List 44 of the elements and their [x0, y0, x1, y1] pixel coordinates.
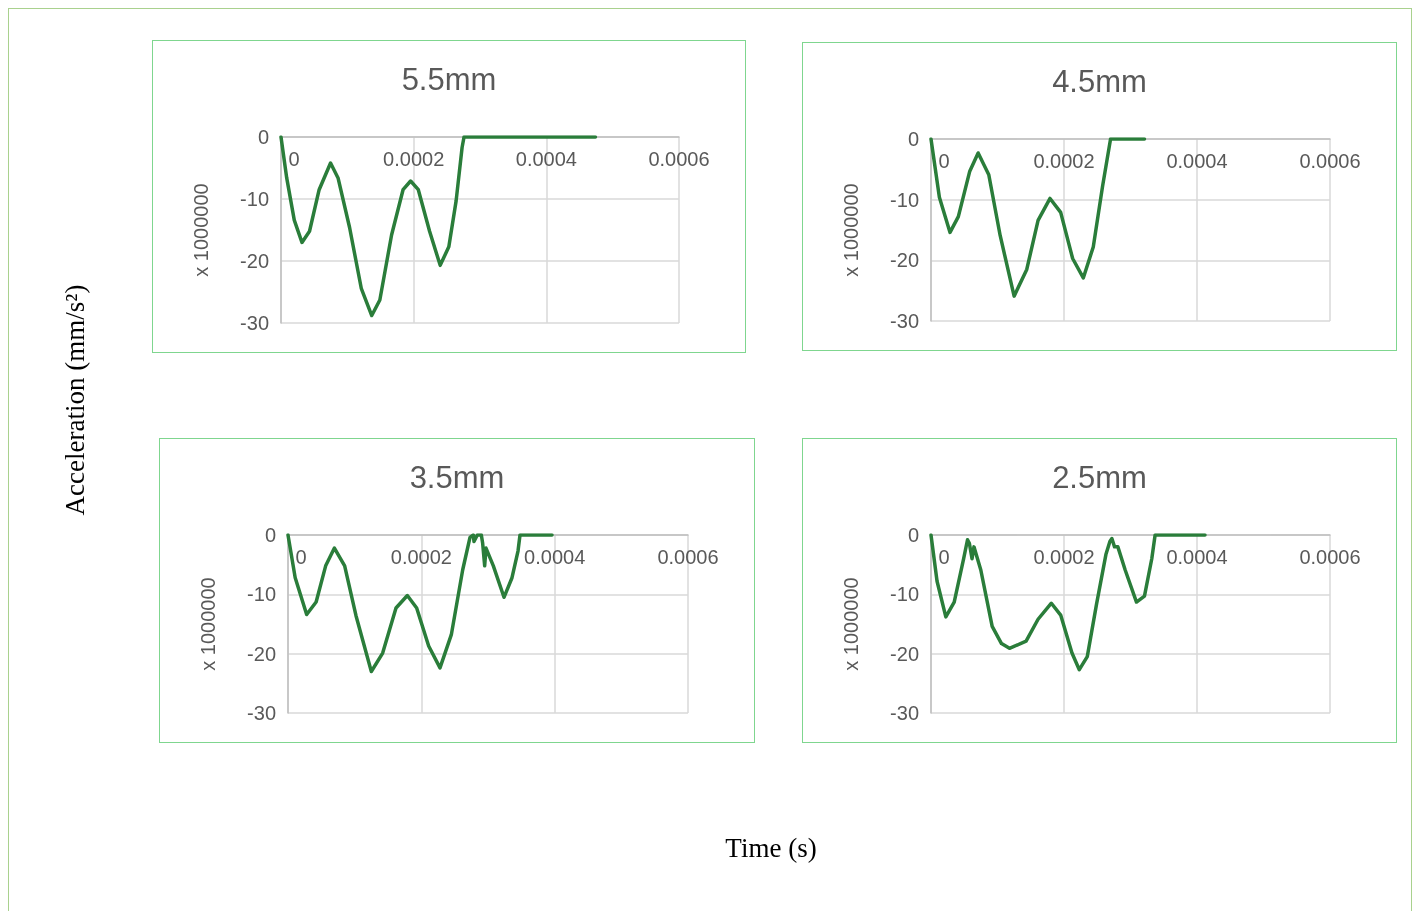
y-axis-title: x 1000000: [190, 183, 212, 277]
y-tick-label: -30: [890, 702, 919, 724]
x-tick-label: 0.0004: [1166, 150, 1228, 172]
x-tick-label: 0.0006: [657, 546, 719, 568]
y-tick-label: 0: [257, 126, 269, 148]
y-tick-label: -30: [240, 312, 269, 334]
line-series: [929, 137, 1147, 298]
y-tick-label: 0: [907, 524, 919, 546]
x-tick-label: 0.0004: [515, 148, 577, 170]
y-tick-label: -10: [240, 188, 269, 210]
y-tick-label: -10: [890, 188, 919, 211]
y-axis-title: x 1000000: [840, 183, 862, 277]
y-tick-label: -20: [890, 642, 919, 665]
chart-title: 3.5mm: [409, 460, 505, 495]
chart-title: 4.5mm: [1052, 64, 1147, 99]
x-tick-label: 0.0002: [1033, 150, 1095, 172]
y-tick-label: -30: [247, 702, 276, 724]
x-tick-label: 0.0004: [1166, 546, 1228, 568]
x-tick-label: 0: [938, 546, 950, 568]
y-axis-title: x 1000000: [197, 577, 219, 671]
text: Acceleration (mm/s²): [59, 284, 91, 516]
chart-title: 2.5mm: [1052, 460, 1147, 495]
x-tick-label: 0: [938, 150, 950, 172]
text: Time (s): [725, 832, 817, 864]
x-tick-label: 0.0002: [383, 148, 445, 170]
y-tick-label: -10: [247, 583, 276, 606]
line-series: [279, 135, 598, 318]
y-tick-label: -20: [240, 250, 269, 272]
x-tick-label: 0.0006: [1299, 546, 1361, 568]
y-tick-label: 0: [907, 128, 919, 150]
y-tick-label: -20: [247, 642, 276, 665]
x-tick-label: 0: [288, 148, 300, 170]
x-tick-label: 0.0006: [1299, 150, 1361, 172]
x-tick-label: 0.0004: [524, 546, 586, 568]
y-tick-label: -30: [890, 310, 919, 332]
y-tick-label: 0: [264, 524, 276, 546]
x-tick-label: 0.0002: [390, 546, 452, 568]
x-tick-label: 0.0002: [1033, 546, 1095, 568]
chart-title: 5.5mm: [401, 62, 497, 97]
x-tick-label: 0: [295, 546, 307, 568]
y-tick-label: -10: [890, 583, 919, 606]
y-axis-title: x 1000000: [840, 577, 862, 671]
y-tick-label: -20: [890, 249, 919, 272]
x-tick-label: 0.0006: [648, 148, 710, 170]
